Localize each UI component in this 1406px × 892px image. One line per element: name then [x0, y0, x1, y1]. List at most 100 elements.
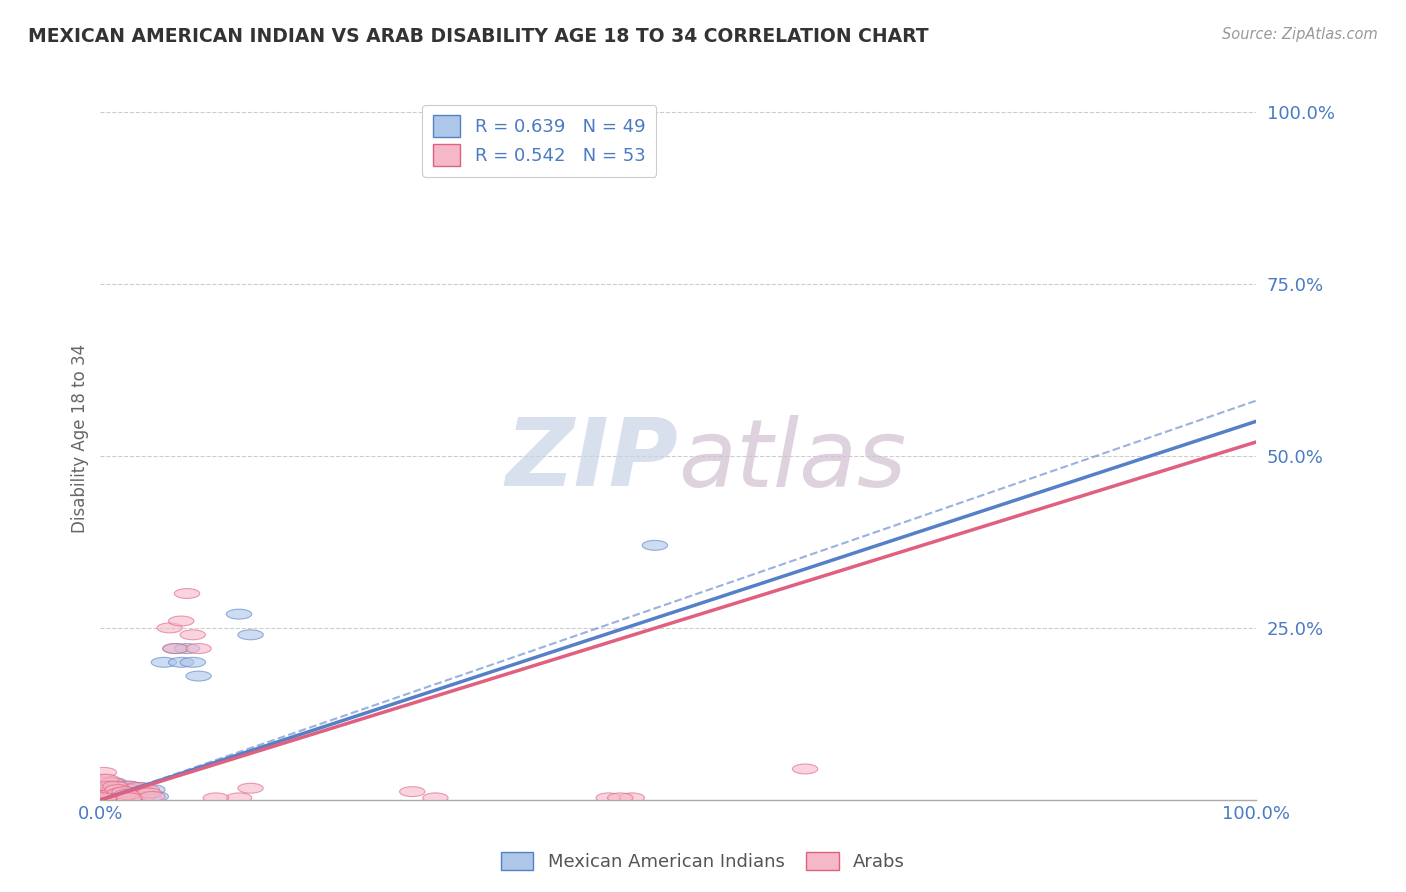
Ellipse shape	[105, 788, 131, 798]
Ellipse shape	[115, 788, 141, 798]
Ellipse shape	[101, 785, 127, 795]
Ellipse shape	[118, 785, 143, 795]
Ellipse shape	[204, 793, 229, 803]
Ellipse shape	[174, 589, 200, 599]
Ellipse shape	[107, 787, 132, 797]
Ellipse shape	[105, 782, 132, 792]
Ellipse shape	[157, 623, 183, 632]
Ellipse shape	[139, 791, 165, 801]
Ellipse shape	[93, 781, 120, 791]
Ellipse shape	[134, 785, 159, 795]
Legend: R = 0.639   N = 49, R = 0.542   N = 53: R = 0.639 N = 49, R = 0.542 N = 53	[422, 104, 657, 177]
Legend: Mexican American Indians, Arabs: Mexican American Indians, Arabs	[494, 845, 912, 879]
Ellipse shape	[93, 774, 120, 784]
Ellipse shape	[100, 793, 125, 803]
Ellipse shape	[108, 787, 134, 797]
Ellipse shape	[118, 791, 143, 801]
Ellipse shape	[112, 785, 138, 795]
Ellipse shape	[103, 781, 128, 791]
Text: atlas: atlas	[678, 415, 907, 506]
Ellipse shape	[98, 789, 124, 799]
Ellipse shape	[226, 793, 252, 803]
Ellipse shape	[117, 789, 142, 799]
Ellipse shape	[93, 785, 120, 795]
Ellipse shape	[100, 791, 125, 801]
Ellipse shape	[122, 791, 148, 801]
Ellipse shape	[112, 788, 138, 798]
Ellipse shape	[91, 767, 117, 777]
Ellipse shape	[128, 787, 153, 797]
Ellipse shape	[180, 657, 205, 667]
Ellipse shape	[128, 782, 153, 792]
Ellipse shape	[97, 791, 122, 801]
Ellipse shape	[120, 785, 145, 795]
Ellipse shape	[131, 791, 156, 801]
Ellipse shape	[226, 609, 252, 619]
Y-axis label: Disability Age 18 to 34: Disability Age 18 to 34	[72, 344, 89, 533]
Ellipse shape	[114, 791, 139, 801]
Text: ZIP: ZIP	[505, 415, 678, 507]
Ellipse shape	[96, 788, 121, 798]
Ellipse shape	[186, 671, 211, 681]
Ellipse shape	[105, 791, 132, 801]
Ellipse shape	[136, 788, 162, 798]
Ellipse shape	[238, 783, 263, 793]
Ellipse shape	[131, 787, 156, 797]
Ellipse shape	[108, 781, 134, 791]
Ellipse shape	[111, 793, 136, 803]
Ellipse shape	[114, 785, 139, 796]
Ellipse shape	[107, 788, 132, 798]
Ellipse shape	[96, 788, 121, 798]
Ellipse shape	[103, 789, 128, 799]
Ellipse shape	[136, 793, 162, 803]
Ellipse shape	[163, 644, 188, 654]
Ellipse shape	[112, 791, 138, 801]
Ellipse shape	[643, 541, 668, 550]
Ellipse shape	[91, 789, 117, 799]
Ellipse shape	[163, 644, 188, 654]
Ellipse shape	[112, 791, 138, 801]
Ellipse shape	[100, 791, 125, 801]
Ellipse shape	[97, 791, 122, 801]
Ellipse shape	[101, 778, 127, 788]
Ellipse shape	[112, 782, 138, 792]
Ellipse shape	[105, 785, 131, 795]
Ellipse shape	[399, 787, 425, 797]
Ellipse shape	[115, 781, 141, 791]
Ellipse shape	[117, 793, 142, 803]
Ellipse shape	[169, 657, 194, 667]
Ellipse shape	[120, 788, 145, 798]
Ellipse shape	[152, 657, 177, 667]
Ellipse shape	[596, 793, 621, 803]
Ellipse shape	[122, 788, 148, 798]
Ellipse shape	[117, 781, 142, 791]
Ellipse shape	[93, 793, 120, 803]
Ellipse shape	[105, 793, 131, 803]
Ellipse shape	[110, 790, 135, 800]
Ellipse shape	[97, 781, 122, 791]
Ellipse shape	[110, 787, 135, 797]
Ellipse shape	[100, 778, 125, 788]
Ellipse shape	[169, 616, 194, 626]
Ellipse shape	[607, 793, 633, 803]
Ellipse shape	[793, 764, 818, 774]
Ellipse shape	[238, 630, 263, 640]
Ellipse shape	[143, 791, 169, 801]
Ellipse shape	[180, 630, 205, 640]
Text: MEXICAN AMERICAN INDIAN VS ARAB DISABILITY AGE 18 TO 34 CORRELATION CHART: MEXICAN AMERICAN INDIAN VS ARAB DISABILI…	[28, 27, 929, 45]
Ellipse shape	[96, 781, 121, 791]
Ellipse shape	[91, 774, 117, 784]
Ellipse shape	[423, 793, 449, 803]
Ellipse shape	[98, 788, 124, 798]
Ellipse shape	[103, 789, 128, 799]
Ellipse shape	[186, 644, 211, 654]
Ellipse shape	[105, 793, 131, 803]
Ellipse shape	[114, 793, 139, 803]
Ellipse shape	[110, 791, 135, 801]
Ellipse shape	[114, 789, 139, 799]
Text: Source: ZipAtlas.com: Source: ZipAtlas.com	[1222, 27, 1378, 42]
Ellipse shape	[112, 787, 138, 797]
Ellipse shape	[125, 791, 150, 801]
Ellipse shape	[111, 789, 136, 799]
Ellipse shape	[134, 789, 159, 799]
